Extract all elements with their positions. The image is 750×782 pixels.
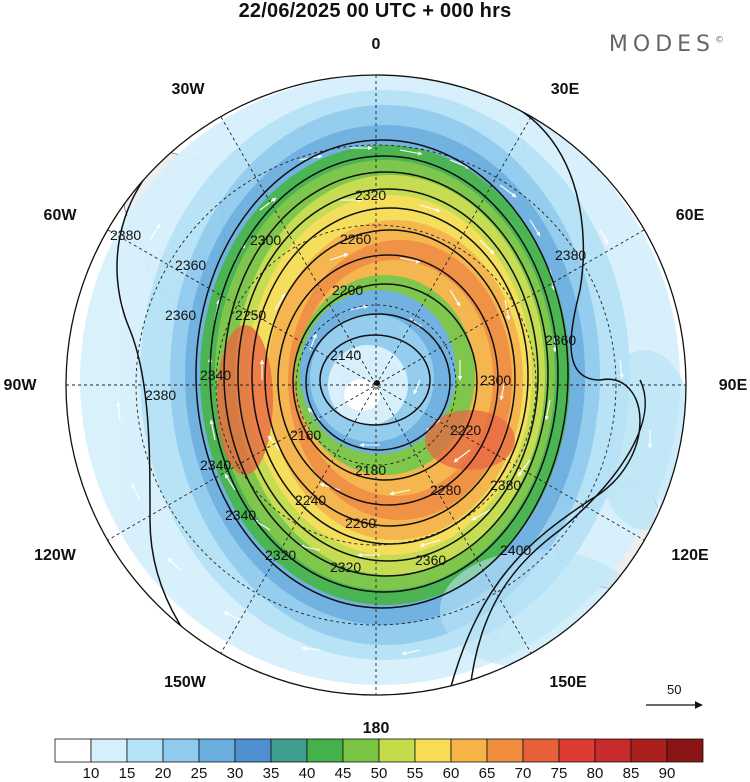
colorbar-tick-label: 35 <box>262 765 280 782</box>
contour-label: 2250 <box>235 307 266 323</box>
colorbar-tick-label: 15 <box>118 765 136 782</box>
contour-label: 2380 <box>555 247 586 263</box>
vector-key: 50 <box>640 680 710 720</box>
colorbar-tick-label: 55 <box>406 765 424 782</box>
colorbar-swatch <box>126 738 164 763</box>
contour-label: 2360 <box>415 552 446 568</box>
colorbar-tick-label: 65 <box>478 765 496 782</box>
colorbar-swatch <box>486 738 524 763</box>
colorbar-swatch <box>90 738 128 763</box>
colorbar-tick-label: 10 <box>82 765 100 782</box>
copyright-mark: © <box>715 35 724 46</box>
contour-2400 <box>469 379 646 691</box>
brand-text: MODES <box>608 32 715 57</box>
height-contours <box>116 109 646 691</box>
contour-label: 2400 <box>500 542 531 558</box>
contour-label: 2200 <box>332 282 363 298</box>
colorbar-swatch <box>378 738 416 763</box>
south-pole-marker <box>374 380 380 386</box>
vector-key-arrow <box>646 701 703 709</box>
colorbar-swatch <box>342 738 380 763</box>
lon-label-60e: 60E <box>676 207 705 224</box>
modes-logo: MODES© <box>609 32 724 57</box>
contour-label: 2260 <box>345 515 376 531</box>
lon-label-90w: 90W <box>4 377 38 394</box>
colorbar-swatch <box>594 738 632 763</box>
lon-label-120w: 120W <box>34 547 77 564</box>
colorbar-tick-label: 60 <box>442 765 460 782</box>
map-title: 22/06/2025 00 UTC + 000 hrs <box>238 0 512 22</box>
colorbar-swatch <box>306 738 344 763</box>
contour-label: 2380 <box>490 477 521 493</box>
colorbar-tick-label: 45 <box>334 765 352 782</box>
colorbar-tick-label: 85 <box>622 765 640 782</box>
lon-label-180: 180 <box>363 720 390 735</box>
colorbar-swatch <box>162 738 200 763</box>
colorbar-swatch <box>558 738 596 763</box>
colorbar-swatch <box>270 738 308 763</box>
graticule <box>66 75 686 695</box>
map-disk: 2320 2260 2200 2140 2160 2180 2240 2260 … <box>66 75 686 695</box>
colorbar-swatch <box>414 738 452 763</box>
contour-label: 2320 <box>265 547 296 563</box>
contour-label: 2340 <box>225 507 256 523</box>
lon-label-60w: 60W <box>44 207 78 224</box>
colorbar-tick-label: 40 <box>298 765 316 782</box>
colorbar-tick-label: 50 <box>370 765 388 782</box>
colorbar-tick-label: 20 <box>154 765 172 782</box>
map-boundary <box>65 74 687 696</box>
contour-label: 2340 <box>200 457 231 473</box>
contour-label: 2300 <box>250 232 281 248</box>
wind-speed-shading <box>80 75 686 685</box>
contour-label: 2360 <box>165 307 196 323</box>
contour-label: 2320 <box>330 559 361 575</box>
lon-label-30w: 30W <box>172 81 206 98</box>
colorbar-tick-label: 25 <box>190 765 208 782</box>
contour-label: 2260 <box>340 231 371 247</box>
lon-label-0: 0 <box>372 36 381 53</box>
polar-map: 2320 2260 2200 2140 2160 2180 2240 2260 … <box>4 36 748 735</box>
lon-label-90e: 90E <box>719 377 748 394</box>
contour-label: 2240 <box>295 492 326 508</box>
contour-label: 2280 <box>430 482 461 498</box>
colorbar-swatch <box>522 738 560 763</box>
lon-label-150w: 150W <box>164 674 207 691</box>
contour-label: 2180 <box>355 462 386 478</box>
contour-label: 2380 <box>110 227 141 243</box>
lon-label-120e: 120E <box>671 547 709 564</box>
colorbar-swatch <box>54 738 92 763</box>
colorbar-tick-label: 75 <box>550 765 568 782</box>
contour-label: 2340 <box>200 367 231 383</box>
colorbar-swatch <box>198 738 236 763</box>
colorbar-tick-label: 90 <box>658 765 676 782</box>
contour-label: 2360 <box>175 257 206 273</box>
colorbar-tick-label: 80 <box>586 765 604 782</box>
contour-label: 2380 <box>145 387 176 403</box>
lon-label-150e: 150E <box>549 674 587 691</box>
colorbar-tick-label: 70 <box>514 765 532 782</box>
colorbar-swatch <box>234 738 272 763</box>
contour-label: 2140 <box>330 347 361 363</box>
colorbar-swatch <box>666 738 704 763</box>
contour-label: 2360 <box>545 332 576 348</box>
vector-key-value: 50 <box>667 682 682 697</box>
colorbar <box>54 738 704 763</box>
contour-label: 2220 <box>450 422 481 438</box>
contour-2380-east <box>449 109 641 691</box>
colorbar-tick-label: 30 <box>226 765 244 782</box>
colorbar-swatch <box>450 738 488 763</box>
longitude-labels: 0 30E 60E 90E 120E 150E 180 150W 120W 90… <box>4 36 748 735</box>
contour-label: 2160 <box>290 427 321 443</box>
contour-label: 2320 <box>355 187 386 203</box>
contour-label: 2300 <box>480 372 511 388</box>
colorbar-swatch <box>630 738 668 763</box>
contour-labels: 2320 2260 2200 2140 2160 2180 2240 2260 … <box>110 187 586 575</box>
lon-label-30e: 30E <box>551 81 580 98</box>
contour-2380-west <box>116 119 231 681</box>
